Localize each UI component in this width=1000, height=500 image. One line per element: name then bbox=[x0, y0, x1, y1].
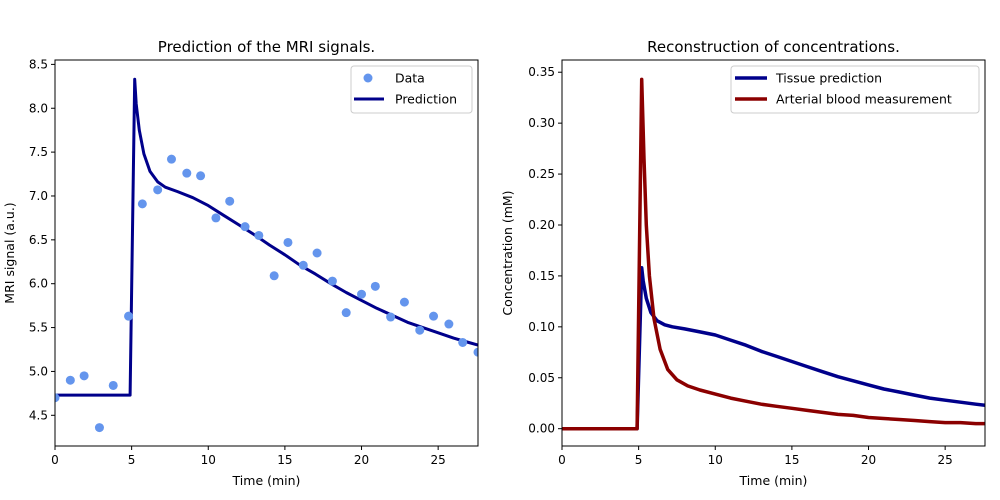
y-tick-label: 8.5 bbox=[29, 57, 48, 71]
prediction-line bbox=[55, 77, 478, 397]
tissue-prediction-line bbox=[562, 266, 985, 431]
plot-frame bbox=[54, 59, 479, 447]
data-point bbox=[211, 213, 221, 223]
data-point bbox=[399, 297, 409, 307]
x-tick-label: 5 bbox=[128, 453, 136, 467]
x-tick-label: 20 bbox=[861, 453, 876, 467]
x-tick-label: 25 bbox=[431, 453, 446, 467]
legend: Tissue prediction Arterial blood measure… bbox=[730, 65, 980, 114]
y-tick-label: 7.5 bbox=[29, 145, 48, 159]
data-point bbox=[225, 196, 235, 206]
legend-label-tissue: Tissue prediction bbox=[775, 71, 882, 86]
x-tick-label: 25 bbox=[938, 453, 953, 467]
y-tick-label: 0.15 bbox=[528, 269, 555, 283]
x-axis-label: Time (min) bbox=[739, 473, 808, 488]
legend: Data Prediction bbox=[350, 65, 473, 114]
data-point bbox=[182, 168, 192, 178]
legend-marker-data bbox=[363, 73, 373, 83]
data-point bbox=[357, 289, 367, 299]
y-tick-label: 4.5 bbox=[29, 408, 48, 422]
y-tick-label: 0.00 bbox=[528, 422, 555, 436]
data-point bbox=[269, 271, 279, 281]
data-point bbox=[137, 199, 147, 209]
data-point bbox=[166, 154, 176, 164]
y-axis-label: Concentration (mM) bbox=[500, 190, 515, 315]
data-point bbox=[370, 281, 380, 291]
data-point bbox=[415, 325, 425, 335]
data-point bbox=[108, 380, 118, 390]
data-point bbox=[429, 311, 439, 321]
legend-label-prediction: Prediction bbox=[395, 92, 457, 107]
legend-box bbox=[350, 65, 473, 114]
y-axis-label: MRI signal (a.u.) bbox=[2, 202, 17, 303]
data-point bbox=[473, 347, 478, 357]
x-tick-label: 10 bbox=[201, 453, 216, 467]
x-tick-label: 0 bbox=[51, 453, 59, 467]
x-tick-label: 15 bbox=[277, 453, 292, 467]
legend-label-data: Data bbox=[395, 71, 425, 86]
y-tick-label: 0.30 bbox=[528, 116, 555, 130]
y-tick-label: 8.0 bbox=[29, 101, 48, 115]
data-point bbox=[312, 248, 322, 258]
x-tick-label: 20 bbox=[354, 453, 369, 467]
data-point bbox=[254, 230, 264, 240]
y-tick-label: 0.05 bbox=[528, 371, 555, 385]
y-tick-label: 0.20 bbox=[528, 218, 555, 232]
y-tick-label: 5.5 bbox=[29, 321, 48, 335]
plot-frame bbox=[561, 59, 986, 447]
x-tick-label: 0 bbox=[558, 453, 566, 467]
data-point bbox=[240, 222, 250, 232]
y-tick-label: 6.0 bbox=[29, 277, 48, 291]
mri-signal-panel: Prediction of the MRI signals. 0 5 10 15 20 2… bbox=[2, 38, 479, 488]
y-tick-label: 0.10 bbox=[528, 320, 555, 334]
axes-ticks: 0 5 10 15 20 25 0.00 0.05 0.10 0.15 0.20 0.25 0.30 0.… bbox=[528, 65, 953, 467]
y-tick-label: 0.25 bbox=[528, 167, 555, 181]
data-point bbox=[341, 308, 351, 318]
y-tick-label: 7.0 bbox=[29, 189, 48, 203]
data-point bbox=[196, 171, 206, 181]
arterial-blood-line bbox=[562, 77, 985, 431]
data-point bbox=[283, 237, 293, 247]
data-point bbox=[444, 319, 454, 329]
x-tick-label: 10 bbox=[708, 453, 723, 467]
data-point bbox=[458, 337, 468, 347]
concentration-panel: Reconstruction of concentrations. 0 5 10 15… bbox=[500, 38, 986, 488]
x-axis-label: Time (min) bbox=[232, 473, 301, 488]
legend-label-arterial: Arterial blood measurement bbox=[776, 92, 952, 107]
data-point bbox=[94, 423, 104, 433]
axes-ticks: 0 5 10 15 20 25 4.5 5.0 5.5 6.0 6.5 7.0 7.5 8.0 8.5 bbox=[29, 57, 446, 467]
chart-title: Prediction of the MRI signals. bbox=[158, 38, 375, 56]
x-tick-label: 15 bbox=[784, 453, 799, 467]
data-point bbox=[55, 393, 60, 403]
data-point bbox=[79, 371, 89, 381]
y-tick-label: 0.35 bbox=[528, 65, 555, 79]
y-tick-label: 5.0 bbox=[29, 364, 48, 378]
chart-title: Reconstruction of concentrations. bbox=[647, 38, 900, 56]
legend-box bbox=[730, 65, 980, 114]
data-point bbox=[65, 375, 75, 385]
data-points bbox=[55, 154, 478, 433]
data-point bbox=[298, 260, 308, 270]
data-point bbox=[124, 311, 134, 321]
y-tick-label: 6.5 bbox=[29, 233, 48, 247]
x-tick-label: 5 bbox=[635, 453, 643, 467]
data-point bbox=[327, 276, 337, 286]
data-point bbox=[386, 312, 396, 322]
data-point bbox=[153, 185, 163, 195]
